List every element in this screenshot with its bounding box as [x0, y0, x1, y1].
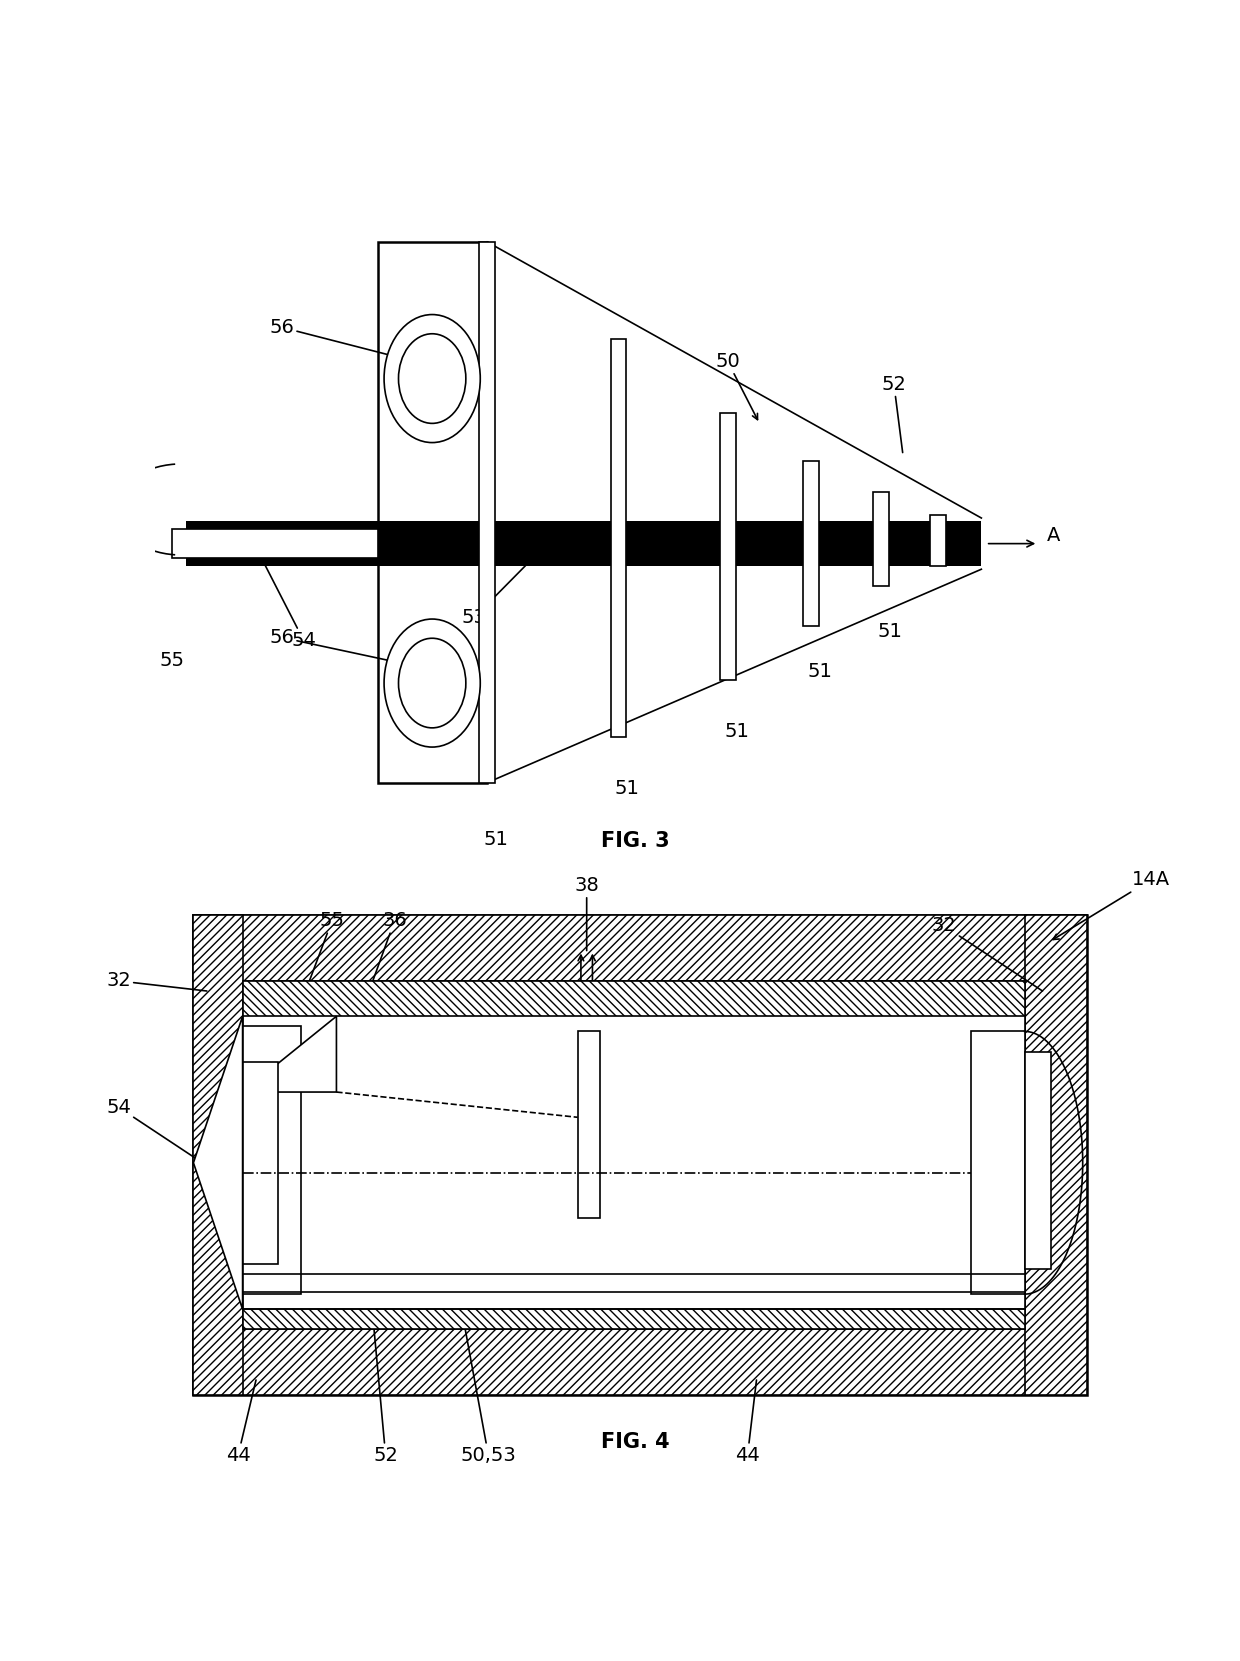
Text: A: A [1047, 525, 1060, 545]
Polygon shape [172, 530, 378, 558]
Polygon shape [578, 1031, 600, 1218]
Text: 56: 56 [269, 628, 414, 666]
Text: 51: 51 [807, 663, 832, 681]
Text: 54: 54 [105, 1098, 202, 1163]
Polygon shape [480, 243, 495, 782]
Text: 52: 52 [372, 1309, 398, 1465]
Text: 55: 55 [283, 912, 345, 1051]
Polygon shape [1024, 915, 1087, 1395]
Text: 51: 51 [877, 623, 901, 641]
Text: 55: 55 [160, 651, 185, 669]
Polygon shape [193, 915, 1087, 1395]
Text: 52: 52 [882, 375, 906, 452]
Polygon shape [930, 515, 946, 566]
Polygon shape [243, 1017, 1024, 1309]
Polygon shape [873, 492, 889, 586]
Polygon shape [804, 462, 818, 626]
Polygon shape [193, 915, 1087, 982]
Text: 51: 51 [484, 830, 508, 849]
Text: FIG. 3: FIG. 3 [601, 832, 670, 852]
Text: 44: 44 [735, 1380, 760, 1465]
Polygon shape [1024, 1051, 1052, 1269]
Text: 38: 38 [574, 875, 599, 950]
Polygon shape [193, 1329, 1087, 1395]
Polygon shape [720, 412, 735, 681]
Text: 51: 51 [724, 723, 749, 741]
Circle shape [398, 334, 466, 424]
Polygon shape [971, 1031, 1024, 1294]
Polygon shape [193, 1017, 243, 1309]
Polygon shape [243, 1026, 300, 1294]
Circle shape [384, 314, 480, 442]
Text: 32: 32 [931, 917, 1043, 992]
Text: 36: 36 [346, 912, 407, 1056]
Text: 14A: 14A [1053, 870, 1171, 940]
Text: 50: 50 [715, 352, 758, 420]
Polygon shape [186, 522, 981, 566]
Circle shape [398, 638, 466, 728]
Text: 32: 32 [107, 972, 207, 992]
Polygon shape [193, 915, 243, 1395]
Polygon shape [243, 1061, 278, 1264]
Text: 56: 56 [269, 317, 414, 362]
Polygon shape [243, 982, 1024, 1329]
Text: 44: 44 [226, 1380, 255, 1465]
Polygon shape [243, 1017, 336, 1091]
Text: FIG. 4: FIG. 4 [601, 1432, 670, 1452]
Text: 51: 51 [615, 779, 640, 797]
Text: 53: 53 [461, 538, 553, 628]
Text: 50,53: 50,53 [460, 1309, 516, 1465]
Circle shape [384, 620, 480, 747]
Text: 54: 54 [255, 546, 316, 649]
Polygon shape [378, 243, 487, 782]
Polygon shape [610, 339, 626, 737]
